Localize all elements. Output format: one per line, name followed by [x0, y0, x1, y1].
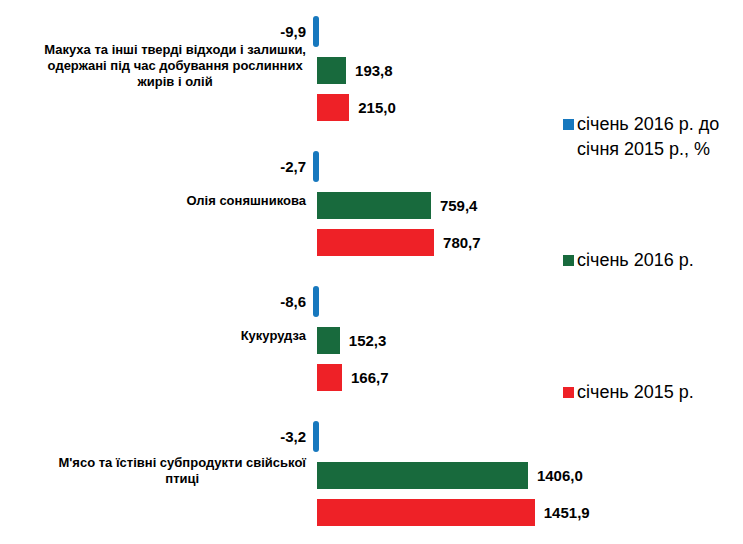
- legend-label: січень 2016 р. до січня 2015 р., %: [577, 112, 719, 162]
- bar-jan-2015: [317, 229, 434, 256]
- bar-row-jan-2015: 1451,9: [317, 499, 590, 526]
- category-label-line: Олія соняшникова: [186, 193, 306, 209]
- category-label-line: птиці: [58, 471, 306, 487]
- pct-change-value-label: -8,6: [280, 293, 306, 310]
- bar-row-jan-2016: 193,8: [317, 57, 393, 84]
- category-label-line: Кукурудза: [241, 328, 306, 344]
- bar-jan-2016: [317, 462, 528, 489]
- legend-item-jan-2015: січень 2015 р.: [563, 380, 694, 405]
- category-label: М'ясо та їстівні субпродукти свійської п…: [58, 455, 306, 487]
- pct-change-value-label: -2,7: [280, 158, 306, 175]
- pct-change-bar: [313, 16, 319, 47]
- bar-row-jan-2016: 1406,0: [317, 462, 583, 489]
- value-label-jan-2016: 193,8: [355, 62, 393, 79]
- chart-category-group: -8,6 Кукурудза 152,3 166,7: [0, 286, 743, 393]
- bar-row-jan-2015: 215,0: [317, 94, 396, 121]
- legend-label-line: січень 2016 р. до: [577, 112, 719, 137]
- category-label-line: М'ясо та їстівні субпродукти свійської: [58, 455, 306, 471]
- category-label: Олія соняшникова: [186, 193, 306, 209]
- legend-label-line: січень 2015 р.: [577, 380, 694, 405]
- bar-jan-2016: [317, 192, 431, 219]
- category-label-line: жирів і олій: [44, 74, 306, 90]
- value-label-jan-2015: 1451,9: [544, 504, 590, 521]
- chart-category-group: -2,7 Олія соняшникова 759,4 780,7: [0, 151, 743, 258]
- category-label: Кукурудза: [241, 328, 306, 344]
- category-label-line: Макуха та інші тверді відходи і залишки,: [44, 42, 306, 58]
- legend-swatch-red: [563, 387, 574, 398]
- value-label-jan-2015: 780,7: [443, 234, 481, 251]
- pct-change-bar: [313, 286, 319, 317]
- legend-label-line: січень 2016 р.: [577, 248, 694, 273]
- value-label-jan-2016: 1406,0: [537, 467, 583, 484]
- chart-category-group: -3,2 М'ясо та їстівні субпродукти свійсь…: [0, 421, 743, 528]
- pct-change-value-label: -3,2: [280, 428, 306, 445]
- category-label-line: одержані під час добування рослинних: [44, 58, 306, 74]
- legend-item-pct-change: січень 2016 р. до січня 2015 р., %: [563, 112, 719, 162]
- legend-item-jan-2016: січень 2016 р.: [563, 248, 694, 273]
- bar-row-jan-2016: 152,3: [317, 327, 386, 354]
- chart-category-group: -9,9 Макуха та інші тверді відходи і зал…: [0, 16, 743, 123]
- legend-label-line: січня 2015 р., %: [577, 137, 719, 162]
- bar-jan-2015: [317, 364, 342, 391]
- category-label: Макуха та інші тверді відходи і залишки,…: [44, 42, 306, 90]
- bar-jan-2015: [317, 94, 349, 121]
- legend-swatch-green: [563, 255, 574, 266]
- pct-change-value-label: -9,9: [280, 23, 306, 40]
- bar-jan-2016: [317, 57, 346, 84]
- value-label-jan-2016: 759,4: [440, 197, 478, 214]
- bar-jan-2015: [317, 499, 535, 526]
- legend-swatch-blue: [563, 119, 574, 130]
- bar-row-jan-2016: 759,4: [317, 192, 477, 219]
- bar-row-jan-2015: 166,7: [317, 364, 389, 391]
- value-label-jan-2016: 152,3: [349, 332, 387, 349]
- legend-label: січень 2016 р.: [577, 248, 694, 273]
- bar-jan-2016: [317, 327, 340, 354]
- legend-label: січень 2015 р.: [577, 380, 694, 405]
- value-label-jan-2015: 215,0: [358, 99, 396, 116]
- bar-row-jan-2015: 780,7: [317, 229, 481, 256]
- bar-chart: -9,9 Макуха та інші тверді відходи і зал…: [0, 0, 743, 544]
- pct-change-bar: [313, 421, 319, 452]
- value-label-jan-2015: 166,7: [351, 369, 389, 386]
- pct-change-bar: [313, 151, 319, 182]
